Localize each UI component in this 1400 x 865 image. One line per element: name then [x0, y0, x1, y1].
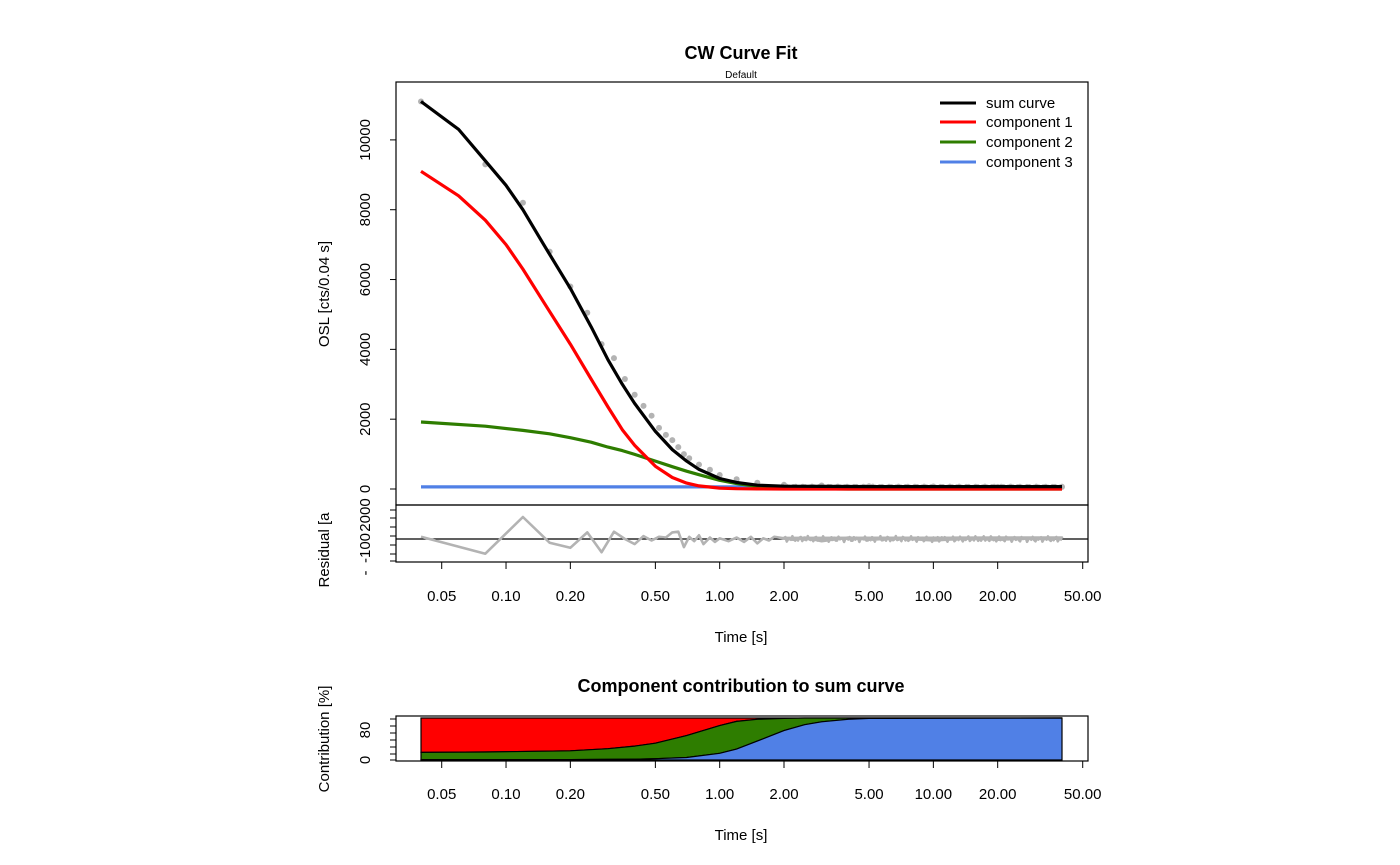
residual-y-tick-label-0: -	[357, 571, 374, 576]
residual-y-ticks: - -100 2000	[357, 498, 396, 576]
contribution-panel: Component contribution to sum curve 0 80…	[316, 676, 1101, 844]
data-points	[418, 98, 1065, 490]
contribution-title: Component contribution to sum curve	[578, 676, 905, 696]
main-x-tick-label-9: 50.00	[1064, 588, 1102, 605]
main-x-tick-label-2: 0.20	[556, 588, 585, 605]
legend-text-component-3: component 3	[986, 154, 1073, 171]
x-axis-label-contribution: Time [s]	[715, 827, 768, 844]
residual-plot-frame	[395, 504, 1089, 563]
contribution-x-tick-label-5: 2.00	[769, 786, 798, 803]
data-point	[621, 376, 628, 383]
residual-y-axis-label: Residual [a	[316, 512, 333, 588]
legend-text-component-2: component 2	[986, 134, 1073, 151]
contribution-x-tick-label-1: 0.10	[491, 786, 520, 803]
legend-text-component-1: component 1	[986, 114, 1073, 131]
chart-title: CW Curve Fit	[684, 43, 797, 63]
main-x-tick-label-6: 5.00	[854, 588, 883, 605]
main-panel: CW Curve Fit Default OSL [cts/0.04 s] 0 2…	[316, 43, 1089, 506]
contribution-area-component-3	[420, 717, 1063, 761]
data-point	[631, 391, 638, 398]
chart-subtitle: Default	[725, 70, 757, 81]
main-x-tick-label-7: 10.00	[915, 588, 953, 605]
contribution-y-ticks: 0 80	[357, 718, 396, 764]
data-point	[695, 461, 702, 468]
main-x-tick-label-3: 0.50	[641, 588, 670, 605]
contribution-x-ticks: 0.05 0.10 0.20 0.50 1.00 2.00 5.00 10.00 20.00 50…	[427, 761, 1101, 803]
data-point	[686, 455, 693, 462]
data-point	[706, 466, 713, 473]
contribution-y-axis-label: Contribution [%]	[316, 686, 333, 793]
contribution-x-tick-label-6: 5.00	[854, 786, 883, 803]
main-x-tick-label-1: 0.10	[491, 588, 520, 605]
residual-y-tick-label-2: 2000	[357, 498, 374, 531]
contribution-y-tick-label-1: 80	[357, 722, 374, 739]
data-point	[519, 199, 526, 206]
data-point	[648, 412, 655, 419]
data-point	[656, 424, 663, 431]
series-lines	[420, 100, 1062, 491]
main-y-tick-label-4: 8000	[357, 193, 374, 226]
data-point	[610, 355, 617, 362]
legend-text-sum-curve: sum curve	[986, 95, 1055, 112]
legend: sum curve component 1 component 2 compon…	[940, 95, 1073, 171]
residual-y-tick-label-1: -100	[357, 533, 374, 563]
main-y-tick-label-3: 6000	[357, 263, 374, 296]
contribution-y-tick-label-0: 0	[357, 756, 374, 764]
main-y-tick-label-5: 10000	[357, 119, 374, 161]
contribution-areas	[420, 717, 1063, 761]
residual-panel: - -100 2000 Residual [a 0.05 0.10 0.20 0.50…	[316, 498, 1101, 646]
contribution-x-tick-label-0: 0.05	[427, 786, 456, 803]
series-line-sum-curve	[420, 100, 1062, 489]
contribution-x-tick-label-8: 20.00	[979, 786, 1017, 803]
main-y-tick-label-0: 0	[357, 485, 374, 493]
x-axis-label-main: Time [s]	[715, 629, 768, 646]
main-x-tick-label-4: 1.00	[705, 588, 734, 605]
main-plot-frame	[395, 81, 1089, 506]
residual-x-ticks: 0.05 0.10 0.20 0.50 1.00 2.00 5.00 10.00 20.00 50…	[427, 562, 1101, 605]
contribution-x-tick-label-4: 1.00	[705, 786, 734, 803]
contribution-x-tick-label-2: 0.20	[556, 786, 585, 803]
data-point	[680, 451, 687, 458]
contribution-x-tick-label-7: 10.00	[915, 786, 953, 803]
residual-line	[420, 515, 1064, 556]
main-x-tick-label-0: 0.05	[427, 588, 456, 605]
series-line-component-1	[420, 169, 1062, 491]
contribution-plot-frame	[395, 715, 1089, 762]
y-axis-label: OSL [cts/0.04 s]	[316, 241, 333, 347]
data-point	[669, 437, 676, 444]
main-x-tick-label-5: 2.00	[769, 588, 798, 605]
contribution-x-tick-label-9: 50.00	[1064, 786, 1102, 803]
main-y-tick-label-2: 4000	[357, 333, 374, 366]
main-y-ticks: 0 2000 4000 6000 8000 10000	[357, 119, 396, 493]
main-x-tick-label-8: 20.00	[979, 588, 1017, 605]
data-point	[675, 444, 682, 451]
data-point	[662, 431, 669, 438]
contribution-x-tick-label-3: 0.50	[641, 786, 670, 803]
data-point	[640, 402, 647, 409]
main-y-tick-label-1: 2000	[357, 402, 374, 435]
series-line-component-2	[420, 420, 1062, 491]
residual-line-path	[420, 515, 1064, 556]
